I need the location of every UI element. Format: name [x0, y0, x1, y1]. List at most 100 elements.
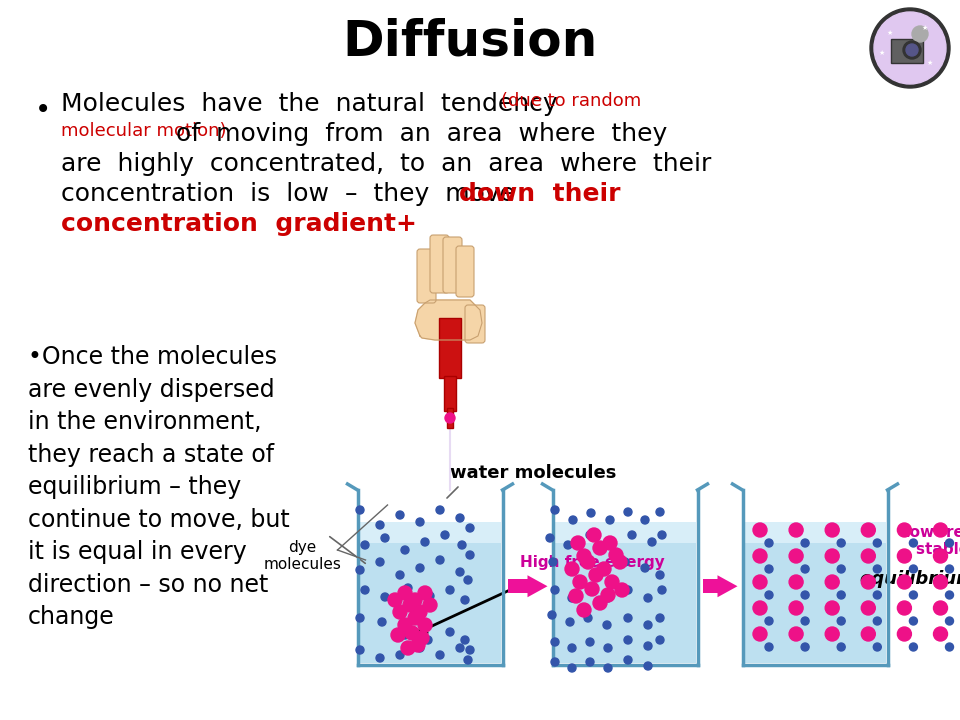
FancyBboxPatch shape	[745, 521, 885, 663]
Circle shape	[589, 568, 603, 582]
Text: of  moving  from  an  area  where  they: of moving from an area where they	[176, 122, 667, 146]
Circle shape	[789, 601, 804, 615]
Circle shape	[587, 509, 595, 517]
Circle shape	[898, 601, 911, 615]
Circle shape	[461, 636, 469, 644]
Circle shape	[456, 514, 464, 522]
Circle shape	[398, 618, 412, 632]
Circle shape	[586, 531, 594, 539]
FancyBboxPatch shape	[430, 235, 449, 293]
Text: High free energy: High free energy	[520, 555, 664, 570]
Circle shape	[391, 628, 405, 642]
Text: ★: ★	[878, 50, 885, 56]
Circle shape	[551, 658, 559, 666]
Circle shape	[933, 549, 948, 563]
Circle shape	[628, 531, 636, 539]
Circle shape	[456, 568, 464, 576]
Circle shape	[361, 586, 369, 594]
Circle shape	[446, 586, 454, 594]
Circle shape	[789, 549, 804, 563]
Circle shape	[861, 575, 876, 589]
Circle shape	[648, 538, 656, 546]
Text: molecular motion): molecular motion)	[61, 122, 232, 140]
Text: water molecules: water molecules	[450, 464, 616, 482]
FancyBboxPatch shape	[703, 580, 717, 593]
Circle shape	[569, 516, 577, 524]
Circle shape	[416, 644, 424, 652]
Circle shape	[577, 549, 591, 563]
Circle shape	[765, 565, 773, 573]
Circle shape	[381, 593, 389, 601]
FancyBboxPatch shape	[555, 521, 695, 543]
Polygon shape	[717, 575, 737, 598]
Text: concentration  gradient+: concentration gradient+	[61, 212, 417, 236]
Circle shape	[458, 541, 466, 549]
Circle shape	[416, 518, 424, 526]
Circle shape	[586, 638, 594, 646]
Circle shape	[765, 643, 773, 651]
Circle shape	[551, 506, 559, 514]
Circle shape	[644, 642, 652, 650]
Circle shape	[566, 618, 574, 626]
Circle shape	[604, 644, 612, 652]
Circle shape	[753, 627, 767, 641]
Circle shape	[413, 605, 427, 619]
Circle shape	[568, 644, 576, 652]
Circle shape	[753, 601, 767, 615]
FancyBboxPatch shape	[443, 237, 462, 293]
Circle shape	[356, 506, 364, 514]
Circle shape	[609, 548, 623, 562]
Circle shape	[644, 594, 652, 602]
Circle shape	[551, 586, 559, 594]
Circle shape	[405, 626, 419, 640]
Circle shape	[568, 664, 576, 672]
Circle shape	[577, 603, 591, 617]
Circle shape	[656, 508, 664, 516]
Circle shape	[826, 601, 839, 615]
Circle shape	[415, 631, 429, 645]
Circle shape	[621, 558, 629, 566]
Circle shape	[396, 571, 404, 579]
FancyBboxPatch shape	[447, 408, 453, 428]
Circle shape	[801, 565, 809, 573]
Circle shape	[356, 566, 364, 574]
Circle shape	[569, 589, 583, 603]
Circle shape	[912, 26, 928, 42]
Circle shape	[551, 638, 559, 646]
Circle shape	[874, 643, 881, 651]
Circle shape	[605, 575, 619, 589]
Circle shape	[396, 511, 404, 519]
Circle shape	[581, 555, 595, 569]
Circle shape	[826, 627, 839, 641]
Circle shape	[753, 575, 767, 589]
Text: ★: ★	[922, 25, 928, 31]
Circle shape	[603, 621, 611, 629]
Circle shape	[597, 562, 611, 576]
Circle shape	[644, 662, 652, 670]
Circle shape	[874, 539, 881, 547]
Circle shape	[801, 617, 809, 625]
Circle shape	[624, 636, 632, 644]
Circle shape	[464, 576, 472, 584]
Circle shape	[565, 562, 579, 576]
Circle shape	[837, 591, 845, 599]
Circle shape	[903, 41, 921, 59]
Circle shape	[436, 506, 444, 514]
Circle shape	[401, 546, 409, 554]
Polygon shape	[527, 575, 547, 598]
Text: equilibrium: equilibrium	[859, 570, 960, 588]
Circle shape	[376, 521, 384, 529]
Circle shape	[388, 593, 402, 607]
Circle shape	[549, 558, 557, 566]
Circle shape	[946, 539, 953, 547]
Circle shape	[898, 627, 911, 641]
Circle shape	[789, 627, 804, 641]
Circle shape	[826, 575, 839, 589]
FancyBboxPatch shape	[456, 246, 474, 297]
Circle shape	[568, 594, 576, 602]
Circle shape	[361, 541, 369, 549]
FancyBboxPatch shape	[417, 249, 436, 303]
Circle shape	[418, 618, 432, 632]
Circle shape	[898, 575, 911, 589]
Circle shape	[584, 614, 592, 622]
